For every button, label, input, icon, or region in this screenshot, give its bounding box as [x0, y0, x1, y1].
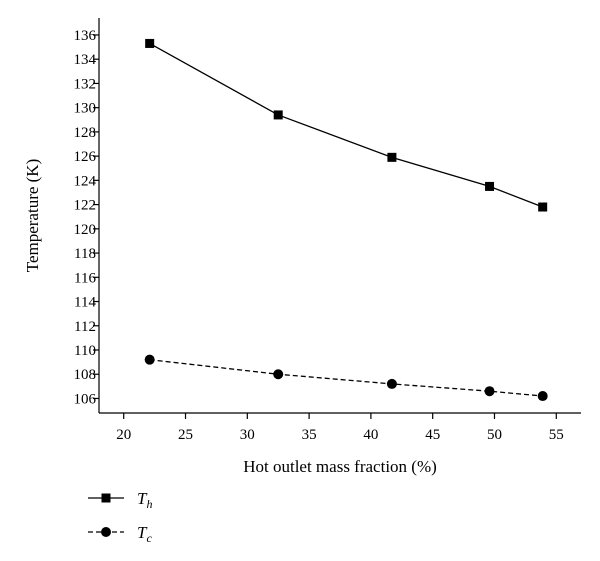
legend-item-t-h: Th [88, 489, 152, 511]
x-tick-label: 40 [363, 427, 378, 443]
plot-series [144, 38, 548, 402]
y-tick-label: 112 [74, 319, 96, 335]
series-t-h [145, 38, 548, 212]
data-point [538, 202, 548, 212]
y-tick-label: 114 [74, 295, 96, 311]
x-tick-label: 35 [302, 427, 317, 443]
y-tick-label: 136 [74, 28, 97, 44]
legend: Th Tc [88, 489, 152, 545]
data-point [537, 391, 548, 402]
legend-marker [101, 527, 111, 537]
data-point [387, 152, 397, 162]
x-tick-label: 30 [240, 427, 255, 443]
data-point [273, 110, 283, 120]
series-t-c [144, 354, 548, 402]
legend-item-t-c: Tc [88, 523, 152, 545]
y-tick-label: 132 [74, 76, 97, 92]
y-tick-label: 130 [74, 101, 97, 117]
x-tick-label: 25 [178, 427, 193, 443]
data-point [145, 38, 155, 48]
x-axis-title: Hot outlet mass fraction (%) [243, 457, 437, 476]
y-tick-label: 118 [74, 246, 96, 262]
x-tick-label: 20 [116, 427, 131, 443]
y-tick-label: 134 [74, 52, 97, 68]
x-ticks: 20 25 30 35 40 45 50 55 [116, 413, 564, 443]
y-tick-label: 126 [74, 149, 97, 165]
x-tick-label: 45 [425, 427, 440, 443]
y-tick-label: 106 [74, 391, 97, 407]
y-tick-label: 122 [74, 198, 97, 214]
data-point [485, 181, 495, 191]
y-tick-label: 120 [74, 222, 97, 238]
y-tick-label: 110 [74, 343, 96, 359]
data-point [144, 354, 155, 365]
data-point [273, 369, 284, 380]
y-ticks: 106 108 110 112 114 116 118 120 122 124 126 128 130 1… [74, 28, 99, 407]
y-tick-label: 116 [74, 270, 96, 286]
data-point [484, 386, 495, 397]
x-axis: 20 25 30 35 40 45 50 55 Hot outlet mass fractio… [99, 412, 581, 476]
series-line [149, 359, 543, 397]
y-tick-label: 124 [74, 173, 97, 189]
y-axis-title: Temperature (K) [23, 159, 42, 273]
legend-label: Th [137, 489, 152, 511]
x-tick-label: 55 [549, 427, 564, 443]
y-tick-label: 108 [74, 367, 97, 383]
data-point [386, 378, 397, 389]
x-tick-label: 50 [487, 427, 502, 443]
series-line [149, 42, 543, 208]
legend-label: Tc [137, 523, 152, 545]
y-axis: 106 108 110 112 114 116 118 120 122 124 126 128 130 1… [23, 18, 100, 413]
y-tick-label: 128 [74, 125, 97, 141]
legend-marker [101, 493, 111, 503]
